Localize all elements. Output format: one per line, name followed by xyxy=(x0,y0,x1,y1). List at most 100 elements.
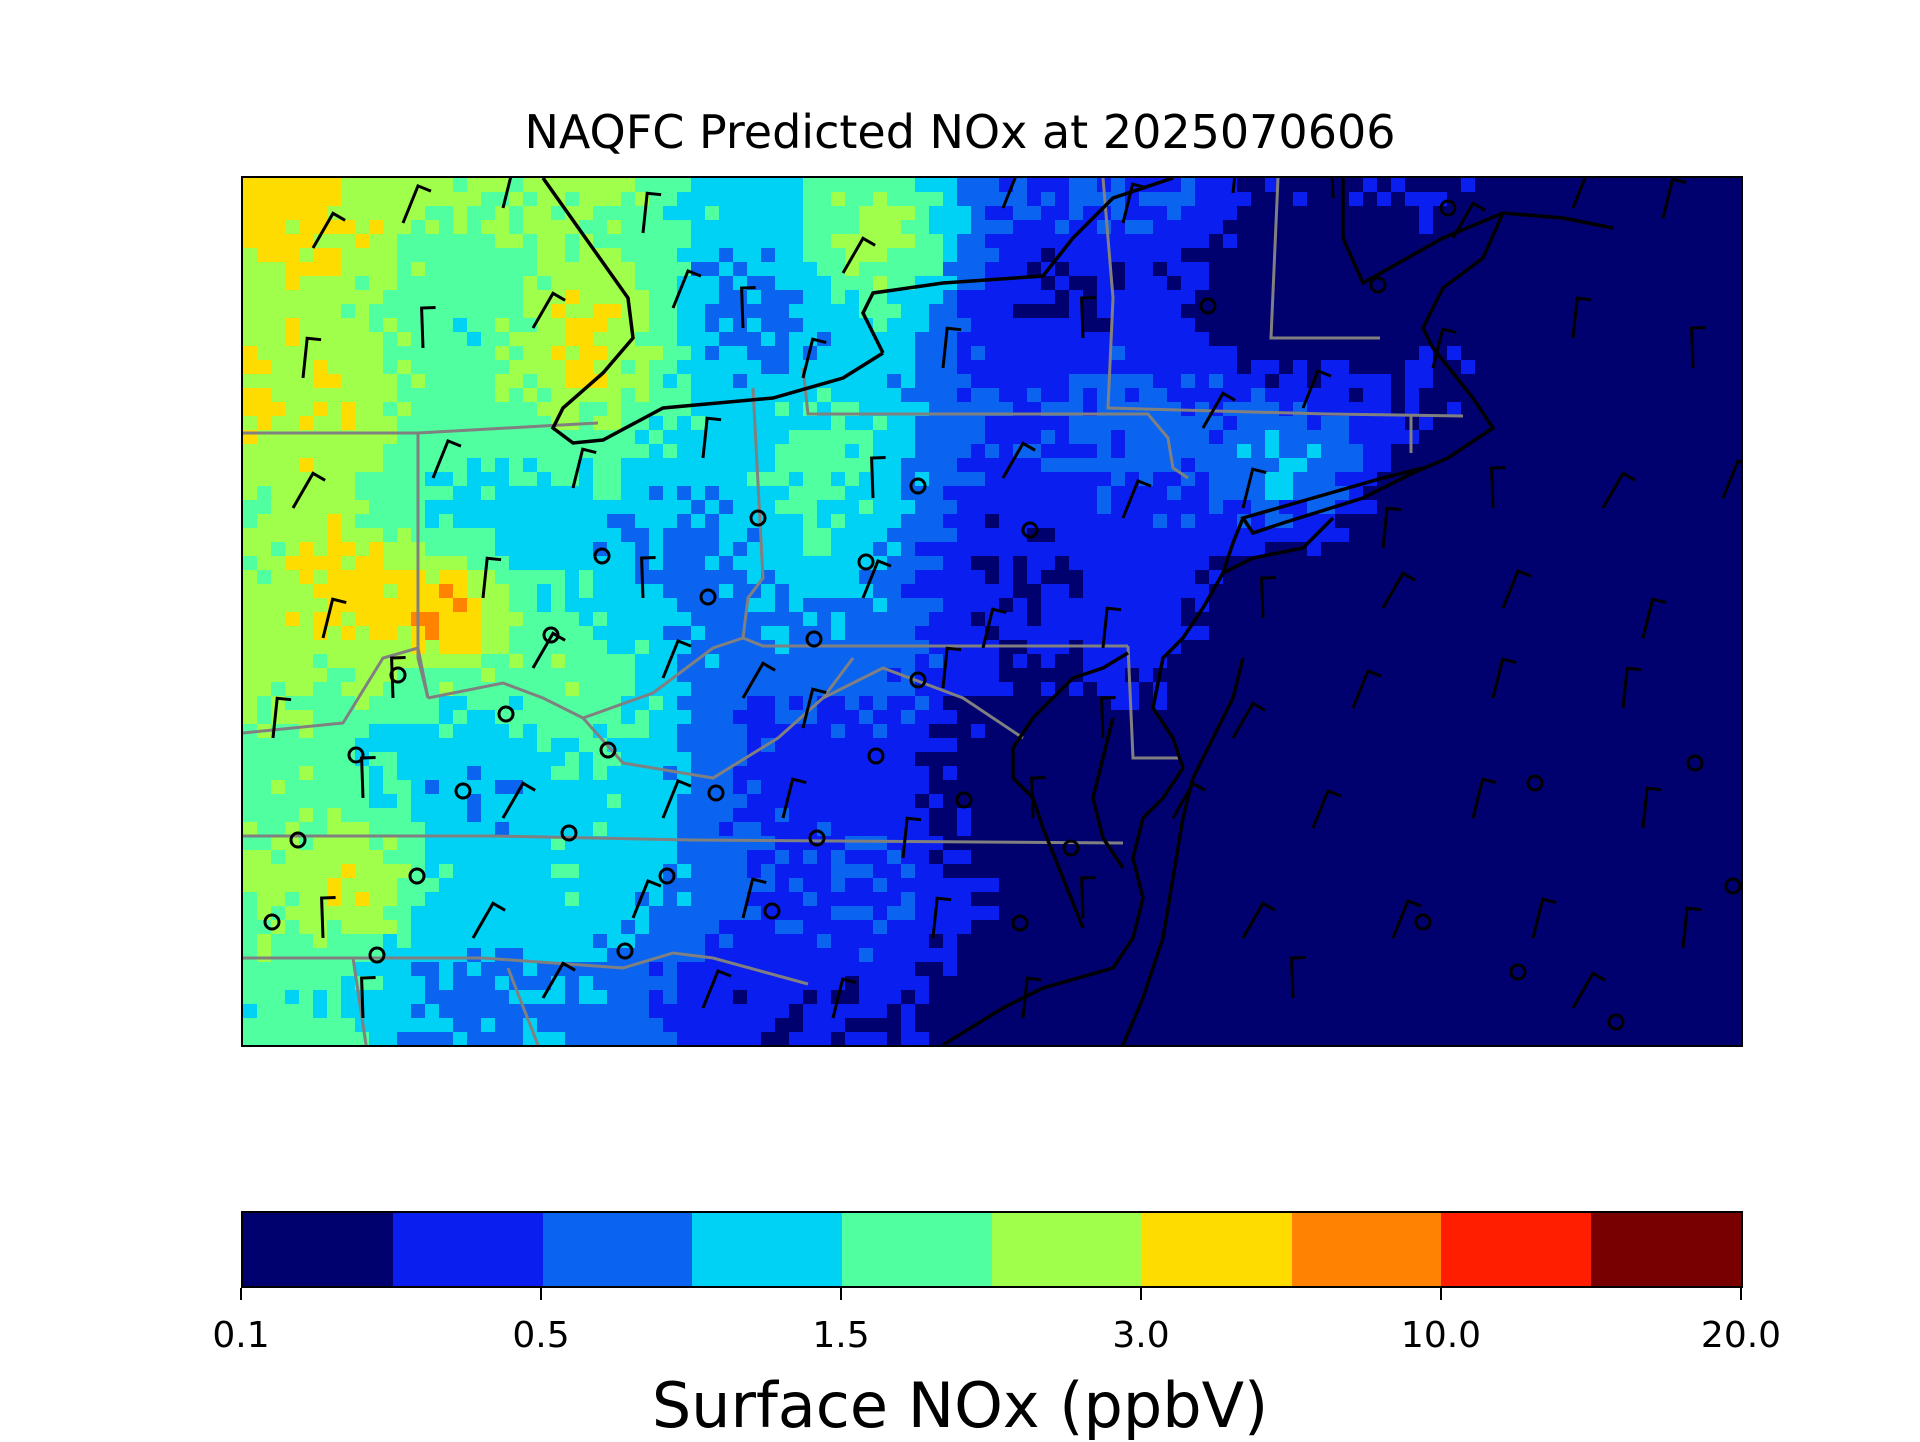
wind-barb xyxy=(641,191,662,234)
wind-barb xyxy=(1471,777,1497,819)
coastline xyxy=(541,178,1614,1045)
wind-barb xyxy=(401,183,432,224)
wind-barb xyxy=(661,638,692,679)
colorbar-tick-label: 10.0 xyxy=(1400,1315,1482,1356)
wind-barb xyxy=(1641,786,1662,829)
station-marker xyxy=(389,666,407,684)
wind-barb xyxy=(701,416,722,459)
wind-barb xyxy=(531,291,566,329)
wind-barb xyxy=(1391,898,1422,939)
station-marker xyxy=(1199,297,1217,315)
station-marker xyxy=(497,705,515,723)
wind-barb xyxy=(671,268,702,309)
wind-barb xyxy=(1531,897,1557,939)
colorbar-tick xyxy=(540,1288,542,1300)
station-marker xyxy=(707,784,725,802)
wind-barb xyxy=(1101,606,1122,649)
station-marker xyxy=(347,746,365,764)
wind-barb xyxy=(741,661,776,699)
chart-title: NAQFC Predicted NOx at 2025070606 xyxy=(524,105,1396,159)
colorbar-segment xyxy=(692,1213,843,1286)
colorbar-ticks: 0.1 0.5 1.5 3.0 10.0 20.0 xyxy=(212,1288,1781,1356)
wind-barb xyxy=(390,656,406,699)
station-marker xyxy=(658,867,676,885)
station-marker xyxy=(408,867,426,885)
station-marker xyxy=(289,831,307,849)
wind-barb xyxy=(571,447,597,489)
wind-barb xyxy=(981,607,1007,649)
wind-barb xyxy=(841,236,876,274)
wind-barb xyxy=(1491,657,1517,699)
station-marker xyxy=(1686,754,1704,772)
wind-barb xyxy=(640,556,656,599)
wind-barb xyxy=(1231,178,1237,194)
station-marker xyxy=(1509,963,1527,981)
colorbar-tick-label: 0.1 xyxy=(212,1315,270,1356)
station-marker xyxy=(1526,774,1544,792)
wind-barb xyxy=(1501,568,1532,609)
wind-barb xyxy=(1231,701,1266,739)
colorbar xyxy=(241,1211,1743,1288)
wind-barb xyxy=(901,816,922,859)
colorbar-tick-label: 20.0 xyxy=(1700,1315,1782,1356)
station-marker xyxy=(867,747,885,765)
wind-barb xyxy=(1121,478,1152,519)
wind-barb xyxy=(831,977,857,1019)
station-marker xyxy=(808,829,826,847)
colorbar-segment xyxy=(991,1213,1142,1286)
station-marker xyxy=(1369,276,1387,294)
colorbar-segment xyxy=(243,1213,393,1286)
colorbar-tick xyxy=(1440,1288,1442,1300)
station-marker xyxy=(542,626,560,644)
colorbar-label: Surface NOx (ppbV) xyxy=(651,1369,1269,1442)
wind-barb xyxy=(1021,976,1042,1019)
colorbar-segment xyxy=(392,1213,543,1286)
station-marker xyxy=(955,791,973,809)
station-marker xyxy=(616,942,634,960)
station-marker xyxy=(857,553,875,571)
wind-barb xyxy=(781,777,807,819)
colorbar-tick xyxy=(1740,1288,1742,1300)
wind-barb xyxy=(1571,178,1587,209)
colorbar-tick xyxy=(1140,1288,1142,1300)
station-marker xyxy=(1439,199,1457,217)
wind-barb xyxy=(311,211,346,249)
wind-barb xyxy=(320,896,336,939)
station-marker xyxy=(805,630,823,648)
wind-barb xyxy=(861,558,892,599)
wind-barb xyxy=(1681,906,1702,949)
colorbar-segment xyxy=(1141,1213,1292,1286)
station-marker xyxy=(749,509,767,527)
wind-barb xyxy=(1451,201,1486,239)
wind-barb xyxy=(1641,597,1667,639)
wind-barb xyxy=(481,556,502,599)
station-marker xyxy=(909,477,927,495)
wind-barb xyxy=(1601,471,1636,509)
colorbar-segment xyxy=(1441,1213,1592,1286)
station-marker xyxy=(909,671,927,689)
wind-barb xyxy=(740,286,756,329)
colorbar-segment xyxy=(542,1213,693,1286)
wind-barb xyxy=(1080,876,1096,919)
wind-barb xyxy=(1241,467,1267,509)
colorbar-tick-label: 1.5 xyxy=(812,1315,870,1356)
wind-barb xyxy=(531,631,566,669)
wind-barb xyxy=(1001,178,1017,209)
wind-barb xyxy=(471,901,506,939)
wind-barb xyxy=(1721,458,1741,499)
wind-barb xyxy=(1030,776,1046,819)
station-marker xyxy=(1414,913,1432,931)
wind-barb xyxy=(1571,971,1606,1009)
station-marker xyxy=(454,782,472,800)
wind-barb xyxy=(1241,901,1276,939)
wind-barb xyxy=(1381,506,1402,549)
wind-barb xyxy=(321,597,347,639)
colorbar-segment xyxy=(1291,1213,1442,1286)
station-marker xyxy=(599,741,617,759)
wind-barb xyxy=(931,896,952,939)
colorbar-segment xyxy=(1591,1213,1741,1286)
station-marker xyxy=(368,946,386,964)
colorbar-segment xyxy=(842,1213,992,1286)
wind-barb xyxy=(420,306,436,349)
wind-barb xyxy=(1080,296,1096,339)
